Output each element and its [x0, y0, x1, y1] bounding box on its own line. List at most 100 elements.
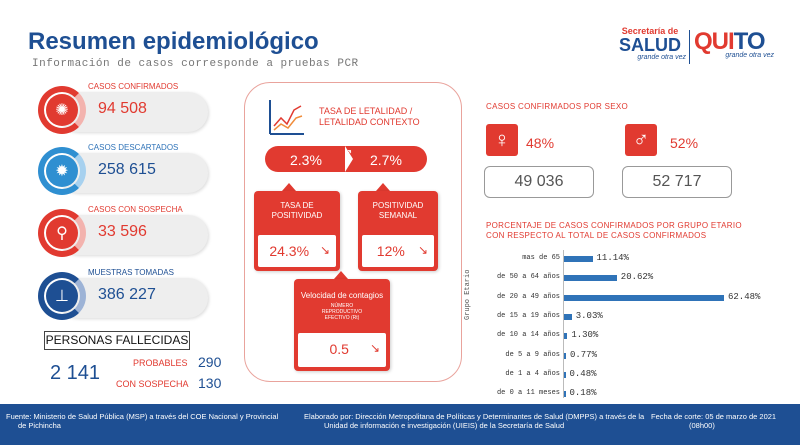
- pointer-triangle: [376, 183, 390, 191]
- footer-elaborado-line1: Elaborado por: Dirección Metropolitana d…: [304, 412, 645, 421]
- stat-value: 386 227: [98, 286, 156, 303]
- chart-axis-line: [563, 250, 564, 398]
- bar: [564, 256, 593, 262]
- quito-logo-b: TO: [733, 28, 766, 55]
- quito-logo-tagline: grande otra vez: [725, 52, 774, 59]
- probables-label: PROBABLES: [133, 358, 188, 368]
- bar-category-label: de 50 a 64 años: [496, 273, 560, 282]
- stat-casos-sospecha: CASOS CON SOSPECHA 33 596 ⚲: [38, 203, 208, 261]
- bar-category-label: de 15 a 19 años: [496, 311, 560, 320]
- bar-value-label: 11.14%: [596, 253, 629, 263]
- stat-label: MUESTRAS TOMADAS: [88, 268, 174, 277]
- stat-label: CASOS DESCARTADOS: [88, 143, 179, 152]
- female-icon: ♀: [486, 124, 518, 156]
- bar-value-label: 62.48%: [728, 291, 761, 302]
- bar: [564, 391, 566, 398]
- bar: [564, 275, 617, 282]
- bar: [564, 352, 566, 359]
- page-title: Resumen epidemiológico: [28, 28, 319, 55]
- line-chart-icon: [269, 100, 304, 135]
- bar: [564, 333, 568, 340]
- bar-category-label: de 10 a 14 años: [496, 331, 560, 340]
- sospecha-value: 130: [198, 375, 222, 391]
- salud-logo-line1: Secretaría de: [621, 26, 679, 36]
- footer-fuente-line1: Fuente: Ministerio de Salud Pública (MSP…: [6, 412, 279, 421]
- virus-check-icon: ✺: [38, 86, 86, 134]
- letalidad-title-line2: LETALIDAD CONTEXTO: [319, 117, 420, 127]
- stat-value: 94 508: [98, 100, 147, 117]
- test-tube-icon: ⊥: [38, 272, 86, 320]
- search-person-icon: ⚲: [38, 209, 86, 257]
- positividad-semanal-cap2: SEMANAL: [378, 211, 418, 220]
- positividad-semanal-value: 12%: [376, 243, 405, 259]
- arrow-down-icon: ↘: [319, 243, 330, 257]
- bar-value-label: 1.30%: [571, 330, 599, 341]
- virus-icon: ✹: [38, 147, 86, 195]
- indicadores-panel: [244, 82, 462, 382]
- velocidad-sub3: EFECTIVO (Rt): [324, 315, 360, 321]
- bar-value-label: 20.62%: [620, 272, 654, 283]
- female-count: 49 036: [484, 166, 594, 198]
- bar-value-label: 0.48%: [569, 368, 597, 379]
- bar-category-label: de 1 a 4 años: [505, 369, 560, 378]
- stat-casos-descartados: CASOS DESCARTADOS 258 615 ✹: [38, 141, 208, 199]
- arrow-down-icon: ↘: [417, 243, 428, 257]
- footer-fecha-line1: Fecha de corte: 05 de marzo de 2021: [651, 412, 777, 421]
- arrow-up-icon: ↗: [344, 148, 353, 159]
- bar-value-label: 3.03%: [575, 310, 603, 321]
- bar-category-label: de 20 a 49 años: [496, 292, 560, 301]
- probables-value: 290: [198, 354, 222, 370]
- tasa-positividad-cap2: POSITIVIDAD: [271, 211, 323, 220]
- velocidad-contagios-card: Velocidad de contagios NÚMERO REPRODUCTI…: [294, 279, 390, 371]
- salud-logo-line2: SALUD: [619, 35, 681, 55]
- stat-label: CASOS CONFIRMADOS: [88, 82, 179, 91]
- page-subtitle: Información de casos corresponde a prueb…: [32, 58, 359, 70]
- quito-logo: QUITO grande otra vez: [694, 28, 774, 68]
- positividad-semanal-card: POSITIVIDAD SEMANAL 12% ↘: [358, 191, 438, 271]
- sexo-title: CASOS CONFIRMADOS POR SEXO: [486, 102, 629, 111]
- footer-fecha-line2: (08h00): [689, 421, 715, 430]
- stat-value: 258 615: [98, 161, 156, 178]
- velocidad-title: Velocidad de contagios: [300, 291, 384, 300]
- bar-category-label: de 5 a 9 años: [505, 350, 560, 359]
- bar: [564, 371, 566, 378]
- stat-casos-confirmados: CASOS CONFIRMADOS 94 508 ✺: [38, 80, 208, 138]
- bar-value-label: 0.77%: [569, 349, 597, 360]
- quito-logo-a: QUI: [694, 28, 735, 55]
- letalidad-bar: [265, 146, 427, 172]
- salud-logo: Secretaría de SALUD grande otra vez: [614, 26, 686, 68]
- positividad-semanal-cap1: POSITIVIDAD: [372, 201, 424, 210]
- pointer-triangle: [334, 271, 348, 279]
- footer-elaborado-line2: Unidad de información e investigación (U…: [324, 421, 565, 430]
- fallecidas-title: PERSONAS FALLECIDAS: [44, 331, 190, 350]
- fallecidas-total: 2 141: [50, 362, 101, 384]
- tasa-letalidad-value: 2.3%: [290, 152, 322, 168]
- footer: Fuente: Ministerio de Salud Pública (MSP…: [0, 404, 800, 445]
- velocidad-value: 0.5: [329, 341, 349, 357]
- stat-label: CASOS CON SOSPECHA: [88, 205, 183, 214]
- grupo-title-line2: CON RESPECTO AL TOTAL DE CASOS CONFIRMAD…: [486, 231, 707, 240]
- bar-value-label: 0.18%: [569, 388, 597, 399]
- bar: [564, 313, 572, 320]
- grupo-title-line1: PORCENTAJE DE CASOS CONFIRMADOS POR GRUP…: [486, 221, 742, 230]
- bar-category-label: mas de 65: [522, 254, 560, 262]
- letalidad-contexto-value: 2.7%: [370, 152, 402, 168]
- pointer-triangle: [282, 183, 296, 191]
- logo-divider: [689, 30, 690, 64]
- male-icon: ♂: [625, 124, 657, 156]
- grupo-title: PORCENTAJE DE CASOS CONFIRMADOS POR GRUP…: [486, 221, 742, 241]
- letalidad-title-line1: TASA DE LETALIDAD /: [319, 106, 413, 116]
- velocidad-sub1: NÚMERO: [330, 303, 354, 309]
- velocidad-sub2: REPRODUCTIVO: [321, 309, 363, 315]
- bar: [564, 294, 724, 301]
- stat-value: 33 596: [98, 223, 147, 240]
- salud-logo-tagline: grande otra vez: [637, 54, 686, 61]
- tasa-positividad-cap1: TASA DE: [280, 201, 314, 210]
- tasa-positividad-value: 24.3%: [269, 243, 310, 259]
- letalidad-title: TASA DE LETALIDAD / LETALIDAD CONTEXTO: [319, 106, 420, 128]
- footer-fuente-line2: de Pichincha: [18, 421, 61, 430]
- stat-muestras-tomadas: MUESTRAS TOMADAS 386 227 ⊥: [38, 266, 208, 324]
- arrow-down-icon: ↘: [369, 341, 380, 355]
- male-count: 52 717: [622, 166, 732, 198]
- male-pct: 52%: [670, 135, 699, 151]
